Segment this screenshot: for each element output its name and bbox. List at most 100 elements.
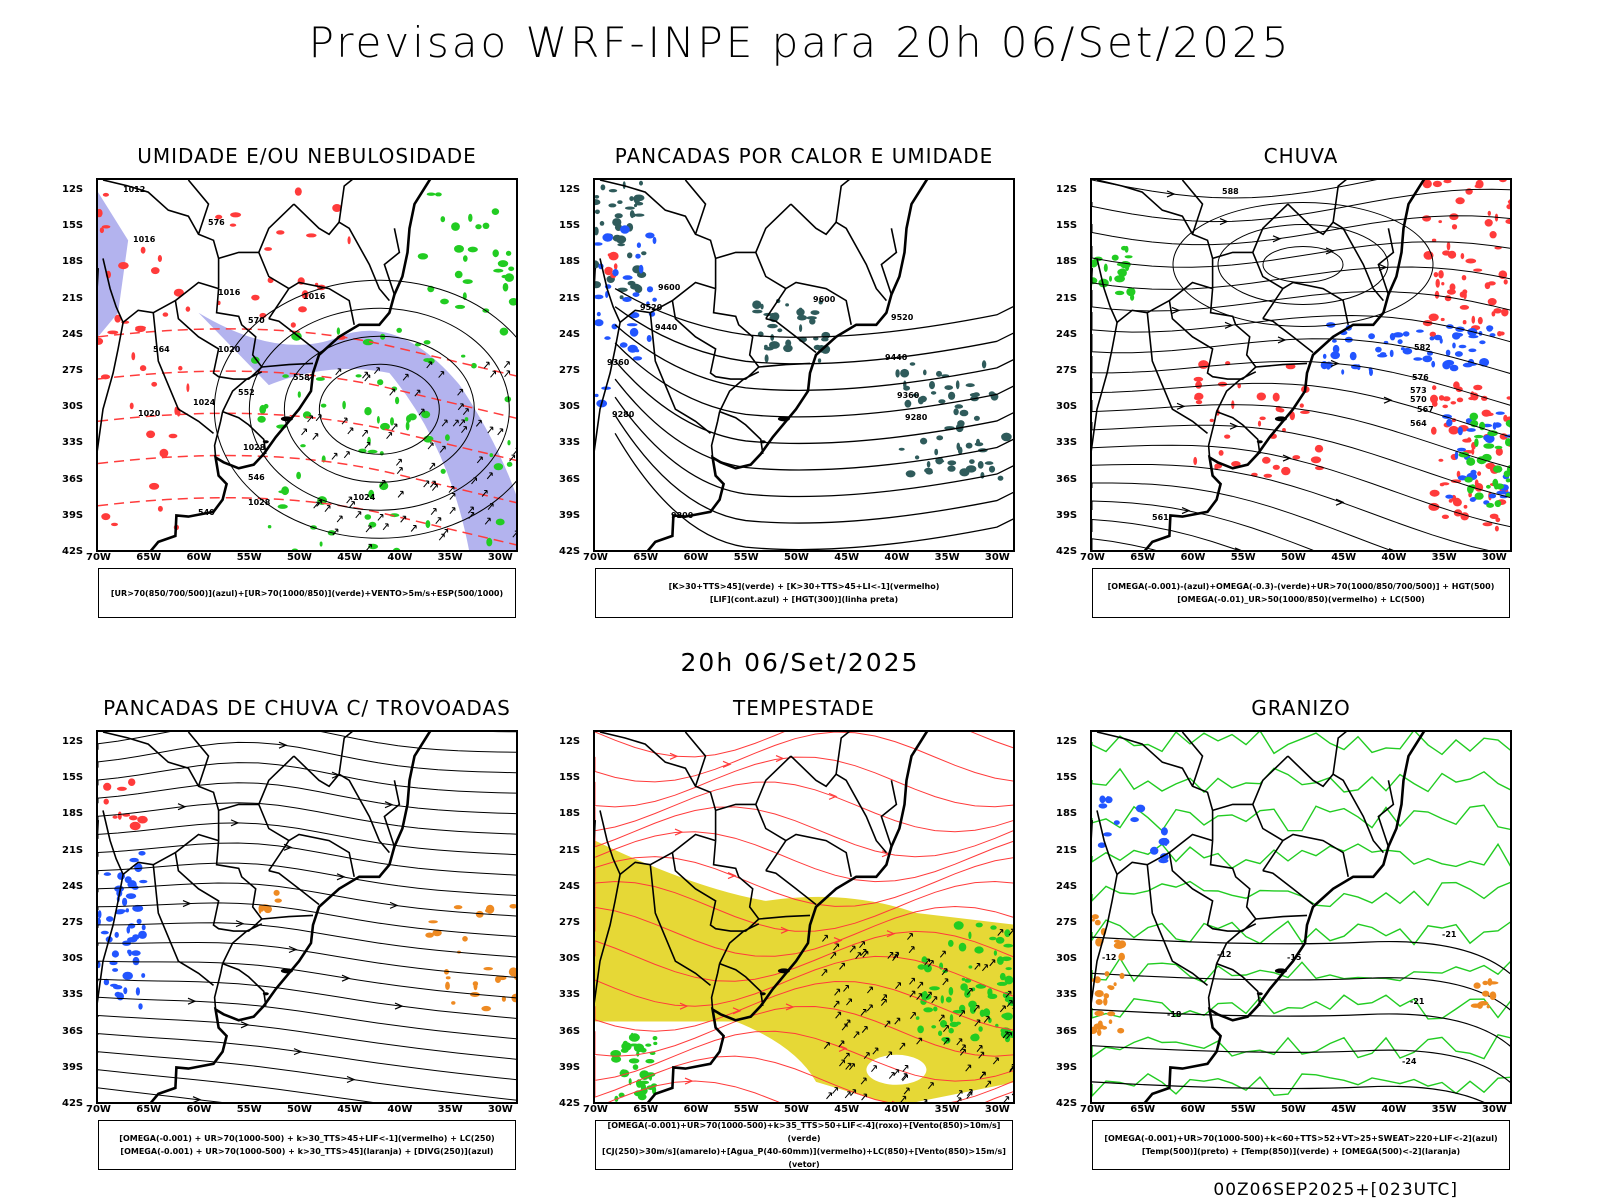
shaded-cell: [1489, 991, 1497, 1000]
lon-tick-label: 50W: [1280, 552, 1306, 563]
shaded-cell: [1438, 270, 1444, 279]
coastline-east: [1143, 180, 1426, 550]
country-border: [758, 362, 811, 368]
streamline-arrow: [1378, 263, 1388, 271]
height-contour: [614, 433, 1013, 550]
shaded-cell: [1450, 479, 1462, 484]
streamline-arrow: [1325, 247, 1335, 255]
shaded-cell: [957, 446, 963, 455]
shaded-cell: [630, 213, 636, 218]
wind-vector: [1011, 1093, 1013, 1096]
shaded-cell: [125, 893, 137, 899]
lon-tick-label: 60W: [186, 552, 212, 563]
coastline-east: [646, 180, 929, 550]
shaded-cell: [1494, 500, 1502, 508]
country-border: [595, 322, 621, 452]
shaded-cell: [1494, 445, 1503, 450]
contour-label: -21: [1442, 930, 1457, 939]
streamline: [595, 930, 1013, 982]
shaded-cell: [1474, 434, 1484, 439]
lat-tick-label: 36S: [1056, 1025, 1078, 1037]
lat-tick-label: 39S: [62, 509, 84, 521]
shaded-cell: [425, 932, 434, 938]
shaded-cell: [796, 308, 805, 317]
country-border: [758, 914, 811, 920]
country-border: [684, 732, 707, 787]
wind-vector: [336, 515, 343, 523]
shaded-cell: [129, 857, 139, 863]
shaded-cell: [1509, 462, 1510, 464]
shaded-cell: [1389, 333, 1396, 341]
shaded-cell: [1098, 803, 1108, 809]
wind-vector: [346, 496, 353, 504]
lon-tick-label: 65W: [1130, 1104, 1156, 1115]
shaded-cell: [1432, 385, 1437, 391]
shaded-cell: [380, 422, 390, 431]
shaded-cell: [1299, 403, 1304, 408]
shaded-cell: [134, 863, 143, 873]
lon-tick-label: 40W: [884, 552, 910, 563]
shaded-cell: [215, 214, 223, 220]
wind-vector: [452, 419, 459, 427]
wind-vector: [835, 1011, 842, 1019]
lon-tick-label: 40W: [1381, 1104, 1407, 1115]
shaded-cell: [620, 1048, 629, 1053]
streamline: [1092, 180, 1378, 199]
legend-line: [OMEGA(-0.01)_UR>50(1000/850)(vermelho) …: [1177, 595, 1425, 604]
lon-tick-label: 55W: [236, 552, 262, 563]
wind-vector: [439, 445, 446, 453]
wind-vector: [997, 929, 1004, 936]
wind-vector: [1003, 1096, 1010, 1102]
streamline: [98, 732, 516, 753]
shaded-cell: [1095, 999, 1103, 1005]
streamline-arrow: [1181, 507, 1191, 515]
streamline-arrow: [187, 997, 197, 1005]
country-border: [765, 317, 817, 354]
shaded-cell: [332, 204, 342, 212]
shaded-cell: [632, 292, 640, 297]
country-border: [293, 203, 391, 302]
shaded-cell: [1454, 450, 1459, 460]
country-border: [1262, 317, 1314, 354]
wind-vector: [880, 999, 887, 1006]
streamline: [98, 782, 516, 815]
streamline: [595, 732, 1013, 758]
wind-vector: [916, 1037, 923, 1045]
shaded-cell: [936, 370, 942, 377]
lat-tick-label: 30S: [1056, 953, 1078, 965]
map-chuva: 588 582 576 573 570 567 564 561: [1090, 178, 1512, 552]
shaded-cell: [1198, 360, 1209, 369]
shaded-cell: [1462, 289, 1468, 295]
shaded-cell: [483, 967, 494, 971]
shaded-cell: [615, 235, 627, 244]
shaded-cell: [138, 1003, 143, 1010]
shaded-cell: [264, 247, 272, 251]
panel-legend: [OMEGA(-0.001)+UR>70(1000-500)+k>35_TTS>…: [595, 1120, 1013, 1170]
country-border: [671, 833, 760, 932]
country-border: [1262, 869, 1314, 906]
shaded-cell: [947, 465, 956, 472]
streamline-arrow: [886, 930, 896, 938]
streamline: [98, 996, 516, 1040]
shaded-cell: [1422, 180, 1432, 189]
wind-vector: [1005, 990, 1012, 998]
wind-vector: [435, 517, 442, 525]
shaded-cell: [763, 346, 774, 351]
shaded-cell: [1455, 197, 1465, 205]
shaded-cell: [1330, 351, 1340, 360]
panel-chuva: CHUVA 588 582 576 573 570 567 564 561 [OMEGA(-0…: [1056, 144, 1512, 618]
shaded-cell: [1125, 263, 1130, 271]
wind-vector: [430, 480, 436, 488]
shaded-cell: [608, 203, 617, 208]
streamline-arrow: [669, 752, 679, 760]
shaded-cell: [489, 453, 494, 458]
wind-vector: [335, 368, 342, 376]
shaded-cell: [777, 328, 783, 333]
shaded-cell: [149, 482, 160, 490]
streamline-arrow: [1282, 454, 1292, 462]
wind-vector: [900, 1095, 907, 1102]
country-border: [1332, 180, 1347, 223]
lon-tick-label: 55W: [733, 1104, 759, 1115]
country-border: [1181, 180, 1204, 235]
